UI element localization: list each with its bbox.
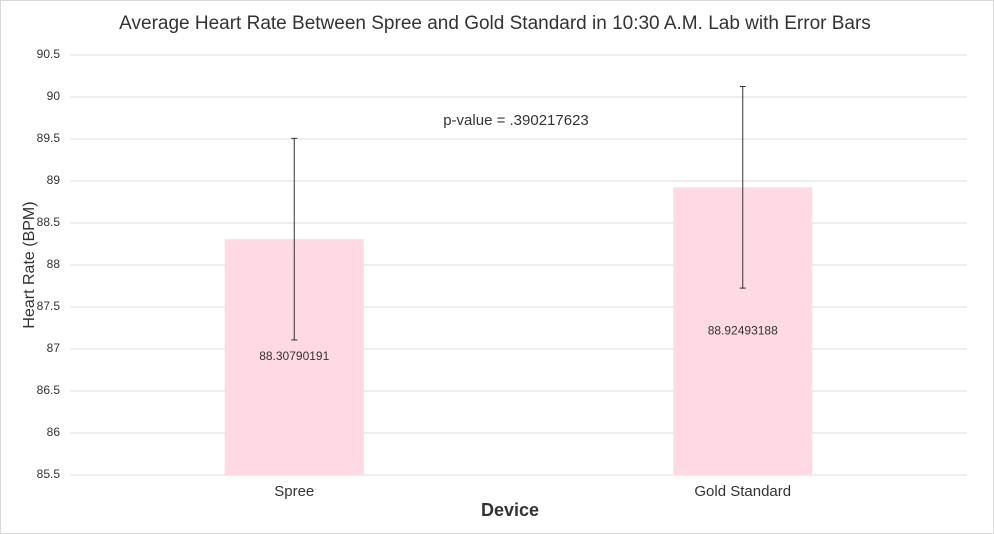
y-tick-label: 90 [47, 89, 61, 103]
error-bar [291, 137, 298, 341]
data-label: 88.30790191 [259, 349, 329, 363]
chart-title: Average Heart Rate Between Spree and Gol… [119, 13, 871, 34]
annotation: p-value = .390217623 [443, 112, 589, 129]
x-tick-label: Spree [274, 483, 314, 500]
y-tick-label: 88.5 [37, 215, 61, 229]
y-tick-label: 85.5 [37, 467, 61, 481]
y-tick-label: 88 [47, 257, 61, 271]
x-axis-label: Device [481, 500, 539, 520]
error-bar [739, 86, 746, 289]
y-tick-label: 86.5 [37, 383, 61, 397]
y-tick-label: 90.5 [37, 47, 61, 61]
y-axis-label: Heart Rate (BPM) [21, 201, 38, 328]
y-tick-label: 89.5 [37, 131, 61, 145]
y-tick-label: 86 [47, 425, 61, 439]
y-tick-label: 87.5 [37, 299, 61, 313]
y-tick-label: 89 [47, 173, 61, 187]
data-label: 88.92493188 [708, 323, 778, 337]
y-tick-label: 87 [47, 341, 61, 355]
x-tick-label: Gold Standard [694, 483, 791, 500]
